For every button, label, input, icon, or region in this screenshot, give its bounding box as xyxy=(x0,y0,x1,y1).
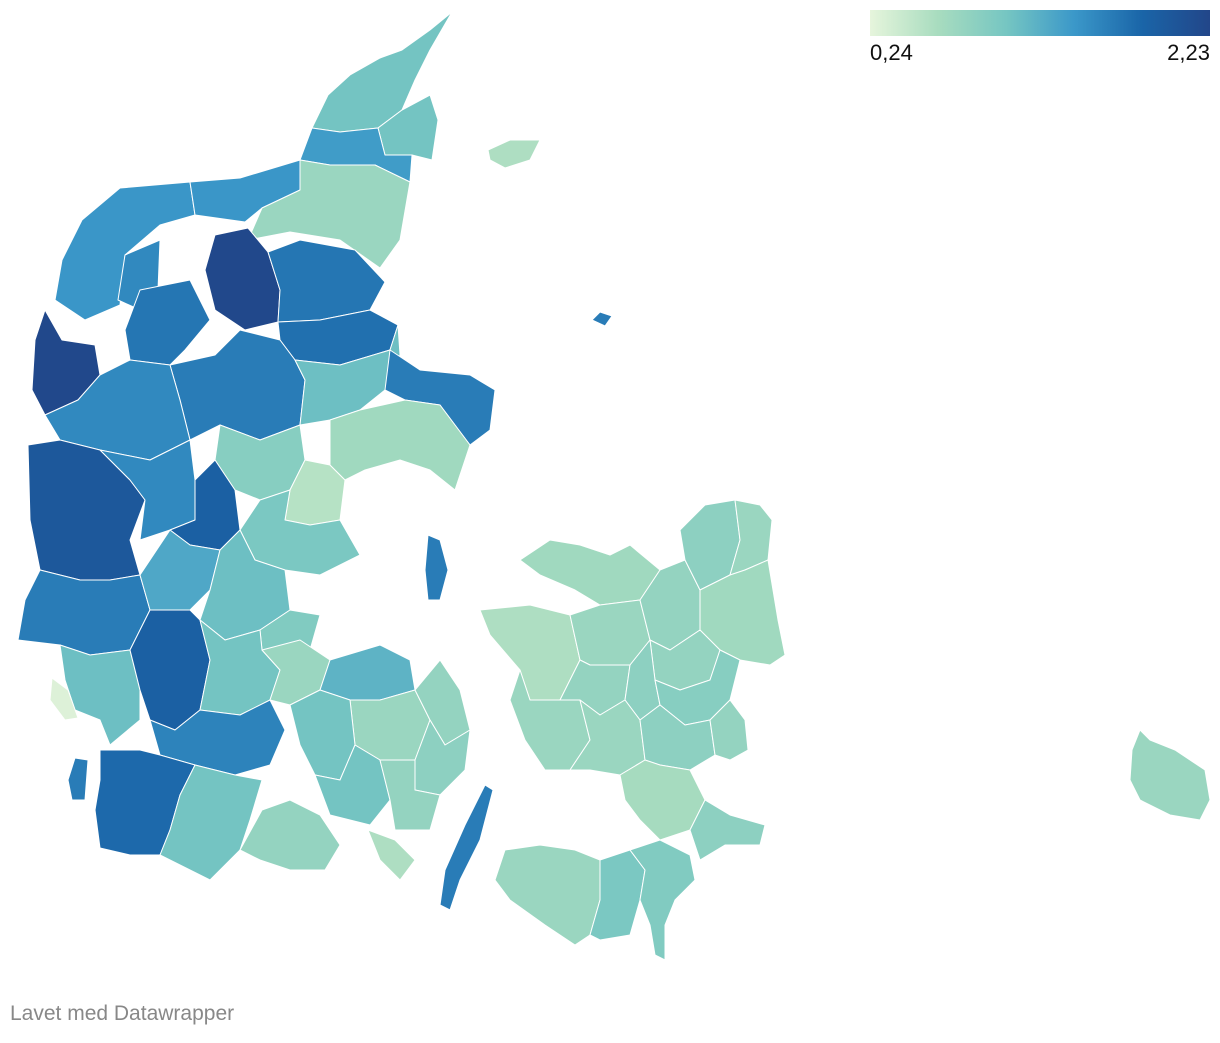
region-aalborg-north xyxy=(247,159,411,269)
region-thisted xyxy=(54,181,196,321)
legend-min-label: 0,24 xyxy=(870,40,913,65)
region-varde xyxy=(17,569,151,656)
legend-gradient-bar xyxy=(870,10,1210,36)
region-fanø xyxy=(49,677,79,721)
region-esbjerg xyxy=(59,644,141,746)
region-vesthimmerland xyxy=(204,227,281,331)
region-aero xyxy=(367,829,416,881)
region-bornholm xyxy=(1129,729,1211,821)
region-skive xyxy=(124,279,211,366)
region-anholt xyxy=(591,311,613,327)
region-guldborgsund-east xyxy=(629,839,696,961)
region-norddjurs xyxy=(384,349,496,446)
datawrapper-credit[interactable]: Lavet med Datawrapper xyxy=(10,1002,235,1025)
region-lolland xyxy=(494,844,601,946)
region-kalundborg xyxy=(479,604,581,701)
legend-max-label: 2,23 xyxy=(1167,40,1210,65)
region-romo xyxy=(67,757,89,801)
region-samso xyxy=(424,534,449,601)
region-svendborg xyxy=(379,759,441,831)
region-aabenraa xyxy=(159,764,263,881)
region-mon xyxy=(689,799,766,861)
region-odsherred xyxy=(519,539,661,606)
color-legend: 0,24 2,23 xyxy=(870,10,1210,70)
region-nordfyn xyxy=(319,644,416,701)
region-stevns xyxy=(709,699,749,761)
region-langeland xyxy=(439,784,494,911)
region-syddjurs xyxy=(329,399,471,491)
region-sonderborg xyxy=(239,799,341,871)
region-laeso xyxy=(487,139,541,169)
region-viborg xyxy=(169,329,306,441)
region-ringkobing xyxy=(27,439,146,581)
